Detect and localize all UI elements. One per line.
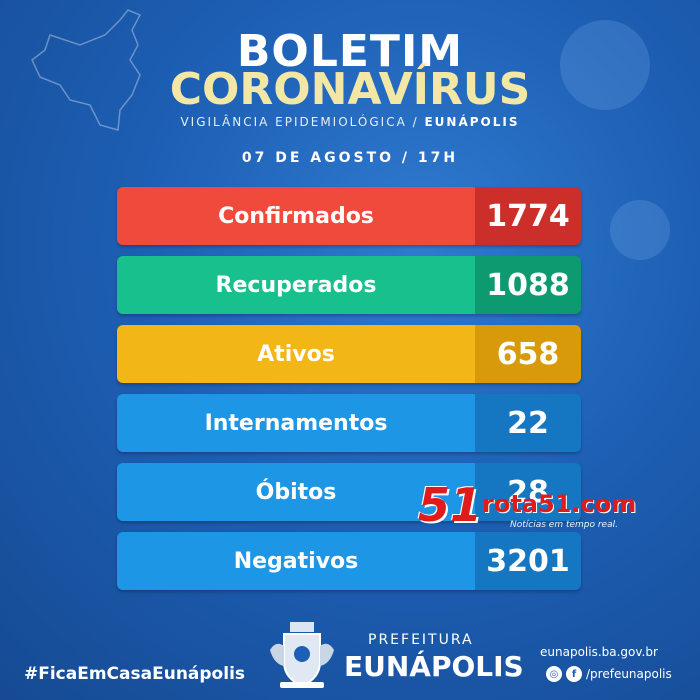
stat-label: Ativos: [117, 325, 475, 383]
instagram-icon[interactable]: ◎: [546, 666, 562, 682]
subtitle-city: EUNÁPOLIS: [424, 115, 520, 129]
stat-value: 22: [475, 394, 581, 452]
prefeitura-label: PREFEITURA: [368, 632, 474, 648]
social-links: ◎ f /prefeunapolis: [546, 666, 672, 682]
stat-value: 1774: [475, 187, 581, 245]
stat-value: 658: [475, 325, 581, 383]
social-handle[interactable]: /prefeunapolis: [586, 667, 672, 681]
website-link[interactable]: eunapolis.ba.gov.br: [540, 645, 658, 659]
stat-label: Óbitos: [117, 463, 475, 521]
facebook-icon[interactable]: f: [566, 666, 582, 682]
watermark-number: 51: [418, 478, 483, 532]
prefeitura-city: EUNÁPOLIS: [344, 650, 524, 683]
stats-list: Confirmados 1774 Recuperados 1088 Ativos…: [117, 187, 581, 601]
city-crest-icon: [270, 622, 334, 688]
stat-label: Negativos: [117, 532, 475, 590]
hashtag: #FicaEmCasaEunápolis: [24, 664, 246, 684]
rota51-watermark: 51 rota51.com Notícias em tempo real.: [418, 478, 658, 538]
stat-value: 3201: [475, 532, 581, 590]
title-line-1: BOLETIM: [236, 26, 464, 77]
stat-row-obitos: Óbitos 28: [117, 463, 581, 521]
stat-value: 1088: [475, 256, 581, 314]
watermark-site: rota51.com: [482, 490, 637, 518]
title-line-2: CORONAVÍRUS: [169, 64, 531, 115]
stat-row-confirmados: Confirmados 1774: [117, 187, 581, 245]
stat-label: Confirmados: [117, 187, 475, 245]
city-map-outline: [31, 9, 142, 131]
subtitle-main: VIGILÂNCIA EPIDEMIOLÓGICA /: [180, 115, 419, 129]
virus-decoration: [610, 200, 670, 260]
subtitle: VIGILÂNCIA EPIDEMIOLÓGICA / EUNÁPOLIS: [0, 115, 700, 129]
watermark-tagline: Notícias em tempo real.: [510, 520, 618, 530]
stat-row-recuperados: Recuperados 1088: [117, 256, 581, 314]
stat-row-ativos: Ativos 658: [117, 325, 581, 383]
stat-label: Internamentos: [117, 394, 475, 452]
stat-row-internamentos: Internamentos 22: [117, 394, 581, 452]
stat-row-negativos: Negativos 3201: [117, 532, 581, 590]
stat-value: 28: [475, 463, 581, 521]
bulletin-date: 07 DE AGOSTO / 17H: [241, 150, 459, 166]
stat-label: Recuperados: [117, 256, 475, 314]
virus-decoration: [560, 20, 650, 110]
